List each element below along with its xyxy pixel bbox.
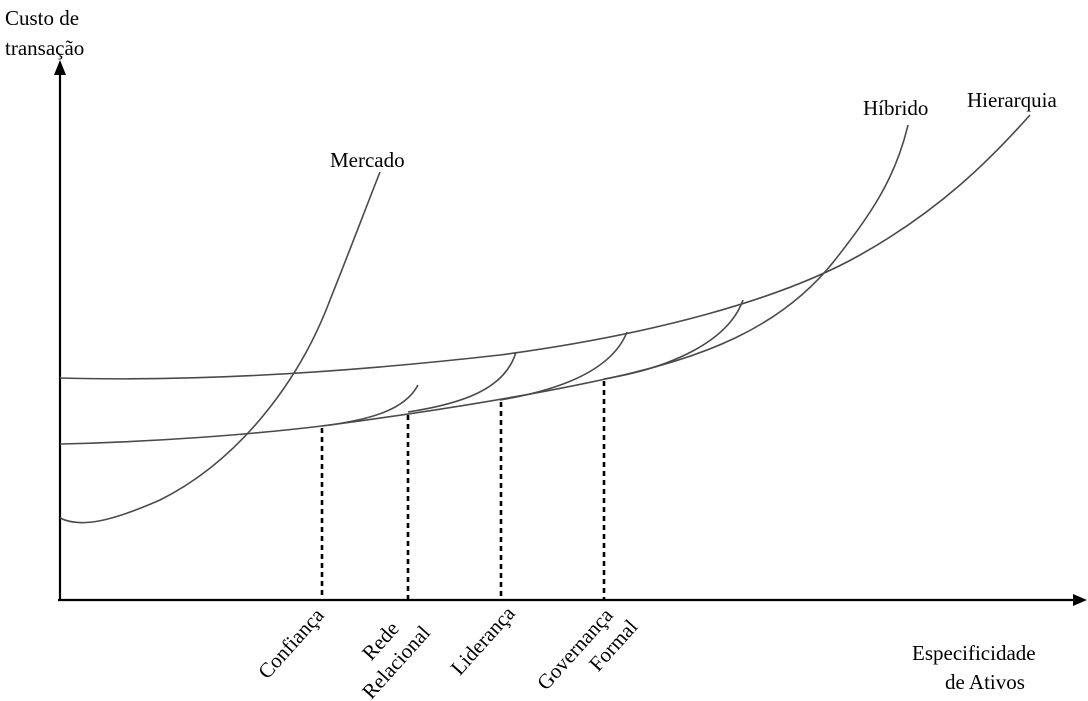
branch-rede-relacional — [407, 351, 517, 413]
x-axis-arrow-icon — [1073, 594, 1087, 606]
mechanism-lines — [320, 381, 606, 600]
hibrido-curve — [59, 124, 909, 445]
confianca-label: Confiança — [253, 603, 329, 684]
mercado-label: Mercado — [330, 148, 405, 172]
x-axis-label-line1: Especificidade — [912, 641, 1036, 665]
y-axis-label-line1: Custo de — [5, 6, 79, 30]
mercado-curve — [59, 171, 381, 524]
hierarquia-label: Hierarquia — [967, 88, 1057, 112]
y-axis-arrow-icon — [54, 60, 66, 75]
branch-governanca-formal — [603, 299, 744, 380]
axes — [54, 60, 1087, 606]
x-axis-label-line2: de Ativos — [945, 670, 1025, 694]
hibrido-label: Híbrido — [863, 96, 928, 120]
lideranca-label: Liderança — [446, 601, 520, 680]
branch-confianca — [321, 384, 419, 427]
rede-relacional-label: Rede Relacional — [357, 617, 435, 701]
hierarquia-curve — [59, 114, 1031, 380]
hybrid-branches — [321, 299, 744, 427]
governanca-formal-label: Governança Formal — [532, 603, 642, 695]
y-axis-label-line2: transação — [5, 36, 84, 60]
branch-lideranca — [499, 331, 628, 401]
